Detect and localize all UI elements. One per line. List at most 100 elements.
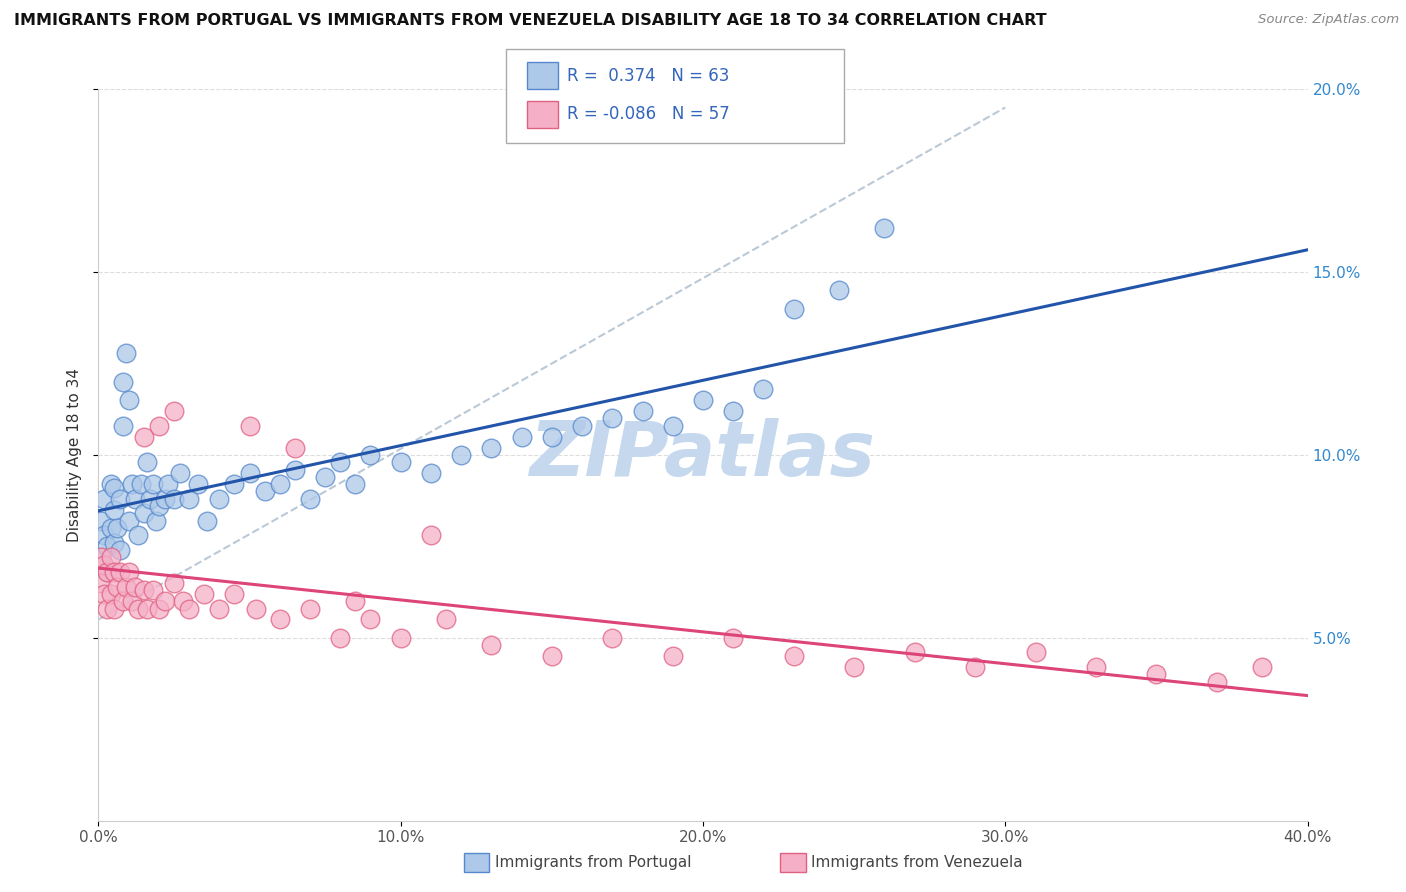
Point: [111, 375, 134, 389]
Point: [481, 441, 503, 455]
Point: [510, 430, 533, 444]
Point: [96, 565, 118, 579]
Point: [121, 594, 143, 608]
Point: [187, 477, 209, 491]
Point: [329, 631, 352, 645]
Point: [132, 583, 155, 598]
Point: [103, 481, 125, 495]
Point: [93, 491, 115, 506]
Point: [602, 631, 624, 645]
Point: [1251, 660, 1274, 674]
Point: [148, 499, 170, 513]
Point: [540, 430, 562, 444]
Text: Immigrants from Venezuela: Immigrants from Venezuela: [811, 855, 1024, 870]
Point: [571, 418, 593, 433]
Point: [153, 594, 176, 608]
Y-axis label: Disability Age 18 to 34: Disability Age 18 to 34: [67, 368, 83, 542]
Point: [135, 455, 157, 469]
Point: [208, 601, 231, 615]
Point: [284, 441, 307, 455]
Point: [239, 418, 262, 433]
Point: [239, 466, 262, 480]
Text: Immigrants from Portugal: Immigrants from Portugal: [495, 855, 692, 870]
Point: [93, 587, 115, 601]
Point: [142, 583, 165, 598]
Point: [360, 613, 382, 627]
Point: [420, 466, 443, 480]
Point: [118, 392, 141, 407]
Point: [135, 601, 157, 615]
Point: [299, 601, 322, 615]
Point: [124, 491, 146, 506]
Point: [1144, 667, 1167, 681]
Point: [163, 491, 186, 506]
Point: [284, 462, 307, 476]
Text: R = -0.086   N = 57: R = -0.086 N = 57: [567, 105, 730, 123]
Point: [481, 638, 503, 652]
Point: [169, 466, 191, 480]
Point: [90, 550, 112, 565]
Text: IMMIGRANTS FROM PORTUGAL VS IMMIGRANTS FROM VENEZUELA DISABILITY AGE 18 TO 34 CO: IMMIGRANTS FROM PORTUGAL VS IMMIGRANTS F…: [14, 13, 1046, 29]
Point: [103, 535, 125, 549]
Point: [783, 301, 806, 316]
Point: [389, 455, 412, 469]
Point: [540, 649, 562, 664]
Point: [139, 491, 162, 506]
Point: [195, 514, 218, 528]
Point: [103, 565, 125, 579]
Point: [224, 587, 246, 601]
Point: [844, 660, 866, 674]
Point: [163, 404, 186, 418]
Point: [132, 507, 155, 521]
Point: [108, 543, 131, 558]
Text: Source: ZipAtlas.com: Source: ZipAtlas.com: [1258, 13, 1399, 27]
Text: ZIPatlas: ZIPatlas: [530, 418, 876, 491]
Point: [752, 382, 775, 396]
Point: [129, 477, 152, 491]
Point: [904, 645, 927, 659]
Point: [148, 418, 170, 433]
Point: [124, 580, 146, 594]
Point: [118, 514, 141, 528]
Point: [450, 448, 472, 462]
Point: [108, 491, 131, 506]
Point: [661, 649, 683, 664]
Point: [344, 594, 367, 608]
Point: [344, 477, 367, 491]
Point: [111, 594, 134, 608]
Point: [108, 565, 131, 579]
Point: [93, 558, 115, 572]
Point: [105, 580, 128, 594]
Point: [100, 550, 122, 565]
Point: [193, 587, 215, 601]
Point: [172, 594, 194, 608]
Point: [118, 565, 141, 579]
Point: [90, 514, 112, 528]
Point: [299, 491, 322, 506]
Point: [96, 565, 118, 579]
Point: [420, 528, 443, 542]
Point: [692, 392, 714, 407]
Point: [389, 631, 412, 645]
Point: [156, 477, 179, 491]
Point: [602, 411, 624, 425]
Point: [114, 580, 136, 594]
Point: [269, 477, 291, 491]
Point: [965, 660, 987, 674]
Point: [224, 477, 246, 491]
Point: [127, 601, 149, 615]
Point: [329, 455, 352, 469]
Point: [96, 539, 118, 553]
Point: [103, 601, 125, 615]
Point: [100, 521, 122, 535]
Point: [1085, 660, 1108, 674]
Point: [100, 477, 122, 491]
Point: [132, 430, 155, 444]
Point: [1206, 674, 1229, 689]
Point: [163, 576, 186, 591]
Point: [434, 613, 457, 627]
Point: [121, 477, 143, 491]
Point: [90, 550, 112, 565]
Point: [148, 601, 170, 615]
Point: [127, 528, 149, 542]
